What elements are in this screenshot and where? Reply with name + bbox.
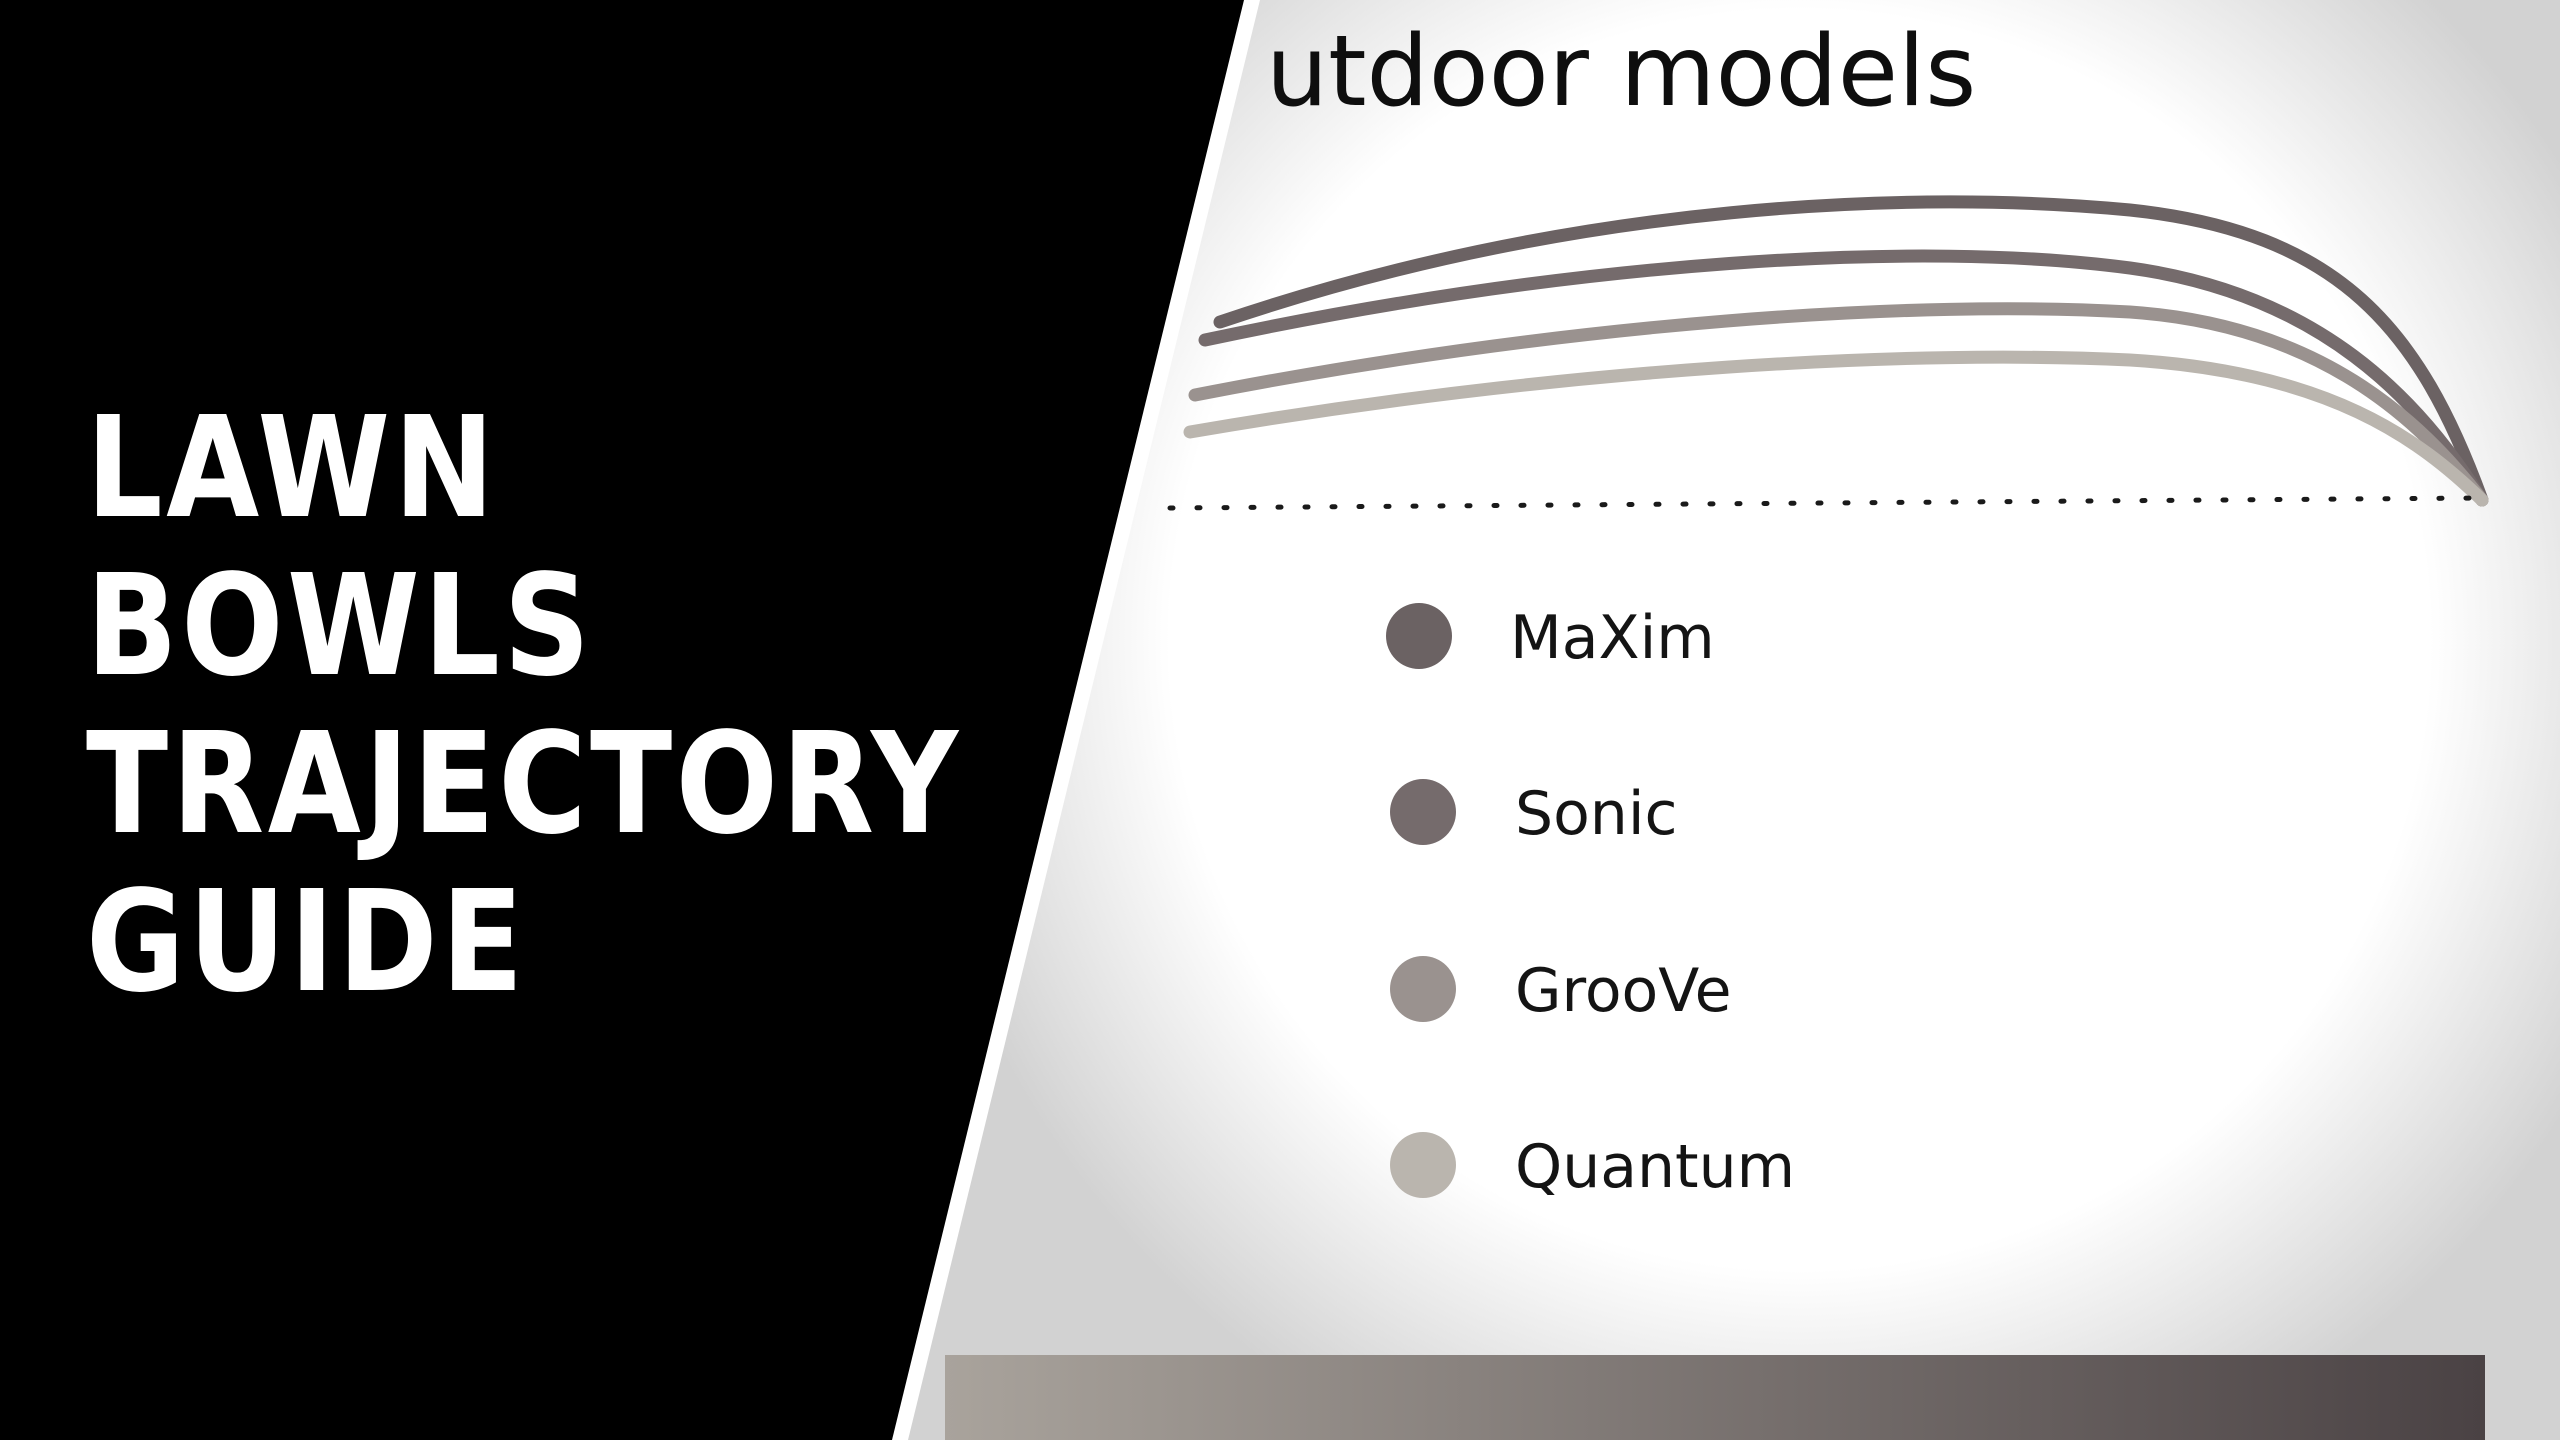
legend-swatch-groove [1390, 956, 1456, 1022]
title-line-3: TRAJECTORY [86, 703, 962, 866]
legend: MaXim Sonic GrooVe Quantum [1386, 603, 1795, 1202]
gradient-bar [945, 1355, 2485, 1440]
legend-swatch-sonic [1390, 779, 1456, 845]
legend-label-maxim: MaXim [1510, 603, 1715, 673]
baseline-dotted-line [1167, 495, 2483, 511]
title-line-4: GUIDE [86, 861, 527, 1024]
legend-label-sonic: Sonic [1515, 779, 1677, 849]
trajectory-curve-quantum [1183, 350, 2489, 507]
legend-swatch-quantum [1390, 1132, 1456, 1198]
trajectory-curve-maxim [1213, 195, 2489, 507]
title-line-2: BOWLS [86, 545, 594, 708]
trajectory-curves [1183, 195, 2489, 507]
legend-label-quantum: Quantum [1515, 1132, 1795, 1202]
legend-swatch-maxim [1386, 603, 1452, 669]
legend-label-groove: GrooVe [1515, 956, 1732, 1026]
panel-heading: utdoor models [1266, 15, 1976, 129]
banner-title: LAWN BOWLS TRAJECTORY GUIDE [86, 390, 962, 1022]
trajectory-curve-groove [1188, 302, 2489, 507]
trajectory-curve-sonic [1198, 249, 2489, 507]
left-panel [0, 0, 1244, 1440]
title-line-1: LAWN [86, 387, 498, 550]
